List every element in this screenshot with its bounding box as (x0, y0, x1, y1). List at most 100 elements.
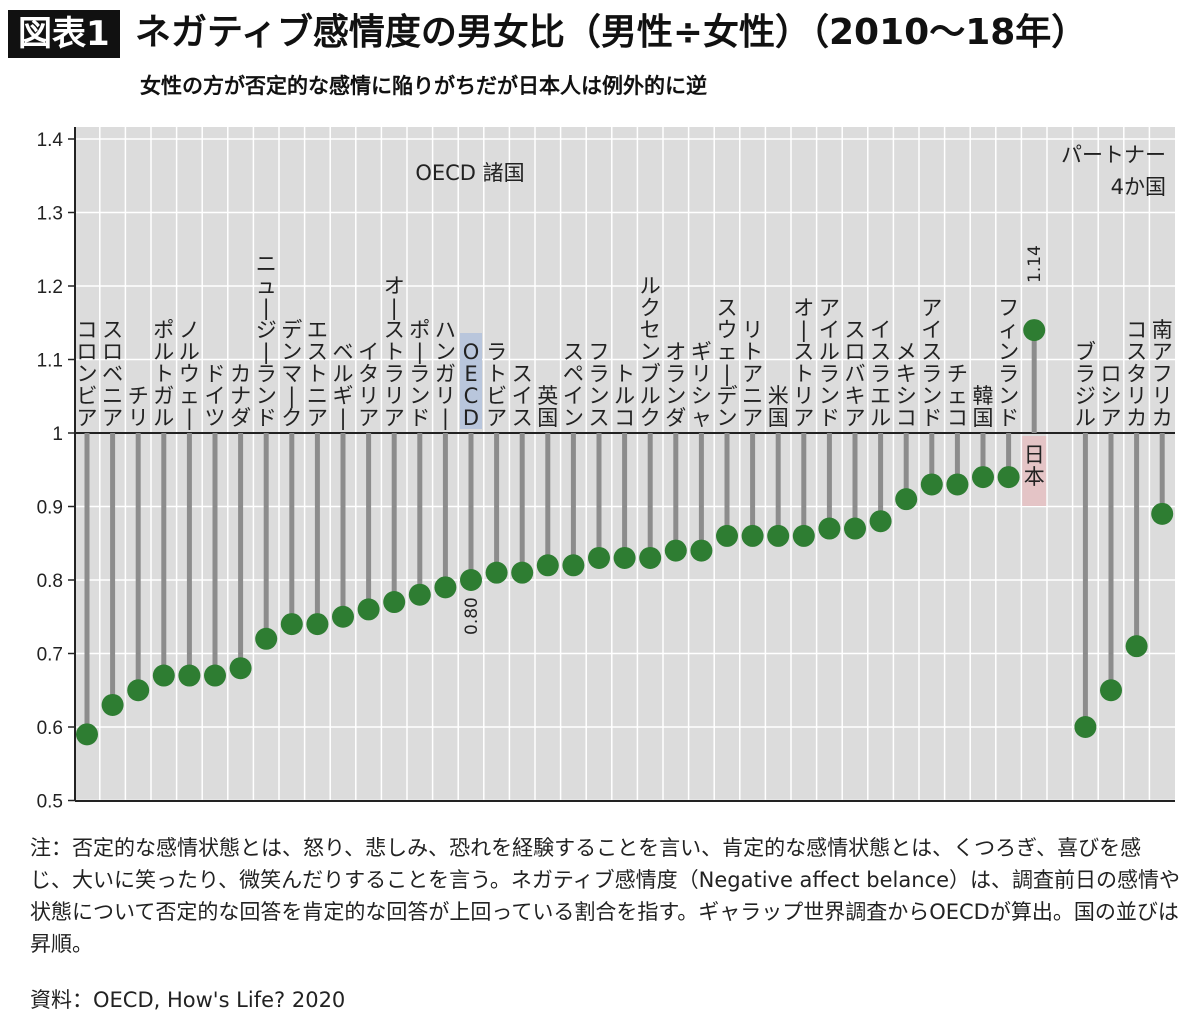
category-label: エストニア (307, 318, 328, 430)
data-point (844, 517, 866, 540)
category-label: オ|ストラリア (384, 274, 405, 430)
group-label-partner: パートナー (1061, 143, 1166, 167)
category-label: コスタリカ (1126, 318, 1147, 430)
category-label: イタリア (358, 340, 379, 430)
data-point (152, 664, 175, 687)
data-point (511, 561, 534, 584)
category-label: ロシア (1101, 362, 1122, 430)
data-point (229, 657, 252, 680)
y-tick-label: 0.6 (37, 718, 63, 739)
data-point (255, 627, 278, 650)
data-point (485, 561, 508, 584)
category-label: ブラジル (1075, 340, 1096, 430)
chart-title: ネガティブ感情度の男女比（男性÷女性）（2010〜18年） (135, 12, 1088, 53)
chart-source: 資料：OECD, How's Life? 2020 (30, 988, 346, 1012)
category-label: スウェ|デン (717, 296, 738, 430)
category-label: 韓国 (973, 384, 994, 430)
category-label: ニュ|ジ|ランド (256, 252, 277, 430)
data-point (562, 554, 585, 577)
data-point (613, 546, 636, 569)
y-tick-label: 1.1 (37, 351, 63, 372)
japan-highlight (1022, 436, 1047, 506)
data-point (178, 664, 201, 687)
category-label: ドイツ (205, 362, 226, 430)
category-label: フィンランド (998, 296, 1019, 430)
data-point (664, 539, 687, 562)
data-point (204, 664, 226, 687)
data-point (357, 598, 380, 621)
category-label: イスラエル (870, 318, 891, 430)
data-point (716, 524, 738, 547)
group-label-partner: 4か国 (1111, 175, 1166, 199)
y-tick-label: 0.8 (37, 571, 63, 592)
category-label: アイスランド (921, 296, 942, 430)
data-point (127, 679, 150, 702)
category-label: チェコ (947, 362, 968, 430)
data-point (920, 473, 943, 496)
data-point (588, 546, 610, 569)
japan-value-label: 1.14 (1025, 245, 1045, 283)
data-point (946, 473, 969, 496)
data-point (536, 554, 559, 577)
data-point (434, 576, 457, 599)
data-point (408, 583, 431, 606)
category-label: リトアニア (742, 318, 763, 430)
group-label-oecd: OECD 諸国 (415, 161, 524, 185)
category-label: オ|ストリア (793, 296, 814, 430)
category-label: 米国 (768, 384, 789, 430)
figure-badge: 図表1 (8, 10, 120, 58)
y-tick-label: 1.3 (37, 204, 63, 225)
category-label: ポルトガル (153, 318, 174, 430)
data-point (332, 605, 354, 628)
data-point (869, 510, 892, 533)
category-label: ノルウェ| (179, 318, 200, 431)
data-point (690, 539, 713, 562)
data-point (741, 524, 764, 547)
oecd-value-label: 0.80 (462, 597, 482, 635)
data-point (1023, 319, 1046, 342)
category-label: スロバキア (845, 318, 866, 430)
data-point (280, 613, 303, 636)
data-point (639, 546, 662, 569)
category-label: アイルランド (819, 296, 840, 430)
data-point (997, 466, 1020, 489)
data-point (101, 693, 124, 716)
category-label: トルコ (614, 362, 635, 430)
category-label: 日本 (1024, 443, 1045, 489)
category-label: デンマ|ク (281, 318, 302, 430)
lollipop-chart: 0.5 0.6 0.7 0.8 0.9 1 1.1 1.2 1.3 1.4 OECD 諸国 パートナー… (37, 127, 1175, 813)
y-tick-label: 0.7 (37, 645, 63, 666)
category-label: カナダ (230, 362, 251, 430)
data-point (895, 488, 918, 511)
y-tick-label: 1 (52, 424, 63, 445)
category-label: ポ|ランド (409, 318, 430, 430)
category-label: 南アフリカ (1152, 318, 1173, 430)
data-point (1125, 635, 1148, 658)
category-label: スイス (512, 362, 533, 430)
category-label: スペイン (563, 340, 584, 430)
y-tick-label: 0.5 (37, 792, 63, 813)
data-point (767, 524, 790, 547)
category-label: スロベニア (102, 318, 123, 430)
oecd-highlight (460, 333, 482, 429)
data-point (818, 517, 841, 540)
category-label: メキシコ (896, 340, 917, 430)
data-point (972, 466, 994, 489)
data-point (1100, 679, 1122, 702)
data-point (76, 723, 98, 746)
data-point (1074, 716, 1097, 738)
category-label: 英国 (537, 384, 558, 430)
data-point (792, 524, 815, 547)
data-point (1151, 502, 1174, 525)
category-label: ラトビア (486, 340, 507, 430)
chart-note: 注：否定的な感情状態とは、怒り、悲しみ、恐れを経験することを言い、肯定的な感情状… (30, 836, 1180, 956)
category-label: チリ (128, 384, 149, 430)
category-label: オランダ (665, 340, 686, 430)
category-label: ギリシャ (691, 340, 712, 430)
y-tick-label: 0.9 (37, 498, 63, 519)
y-tick-label: 1.4 (37, 130, 64, 151)
category-label: ルクセンブルク (640, 274, 661, 430)
category-label: ベルギ| (333, 340, 354, 431)
category-label: コロンビア (77, 318, 98, 430)
